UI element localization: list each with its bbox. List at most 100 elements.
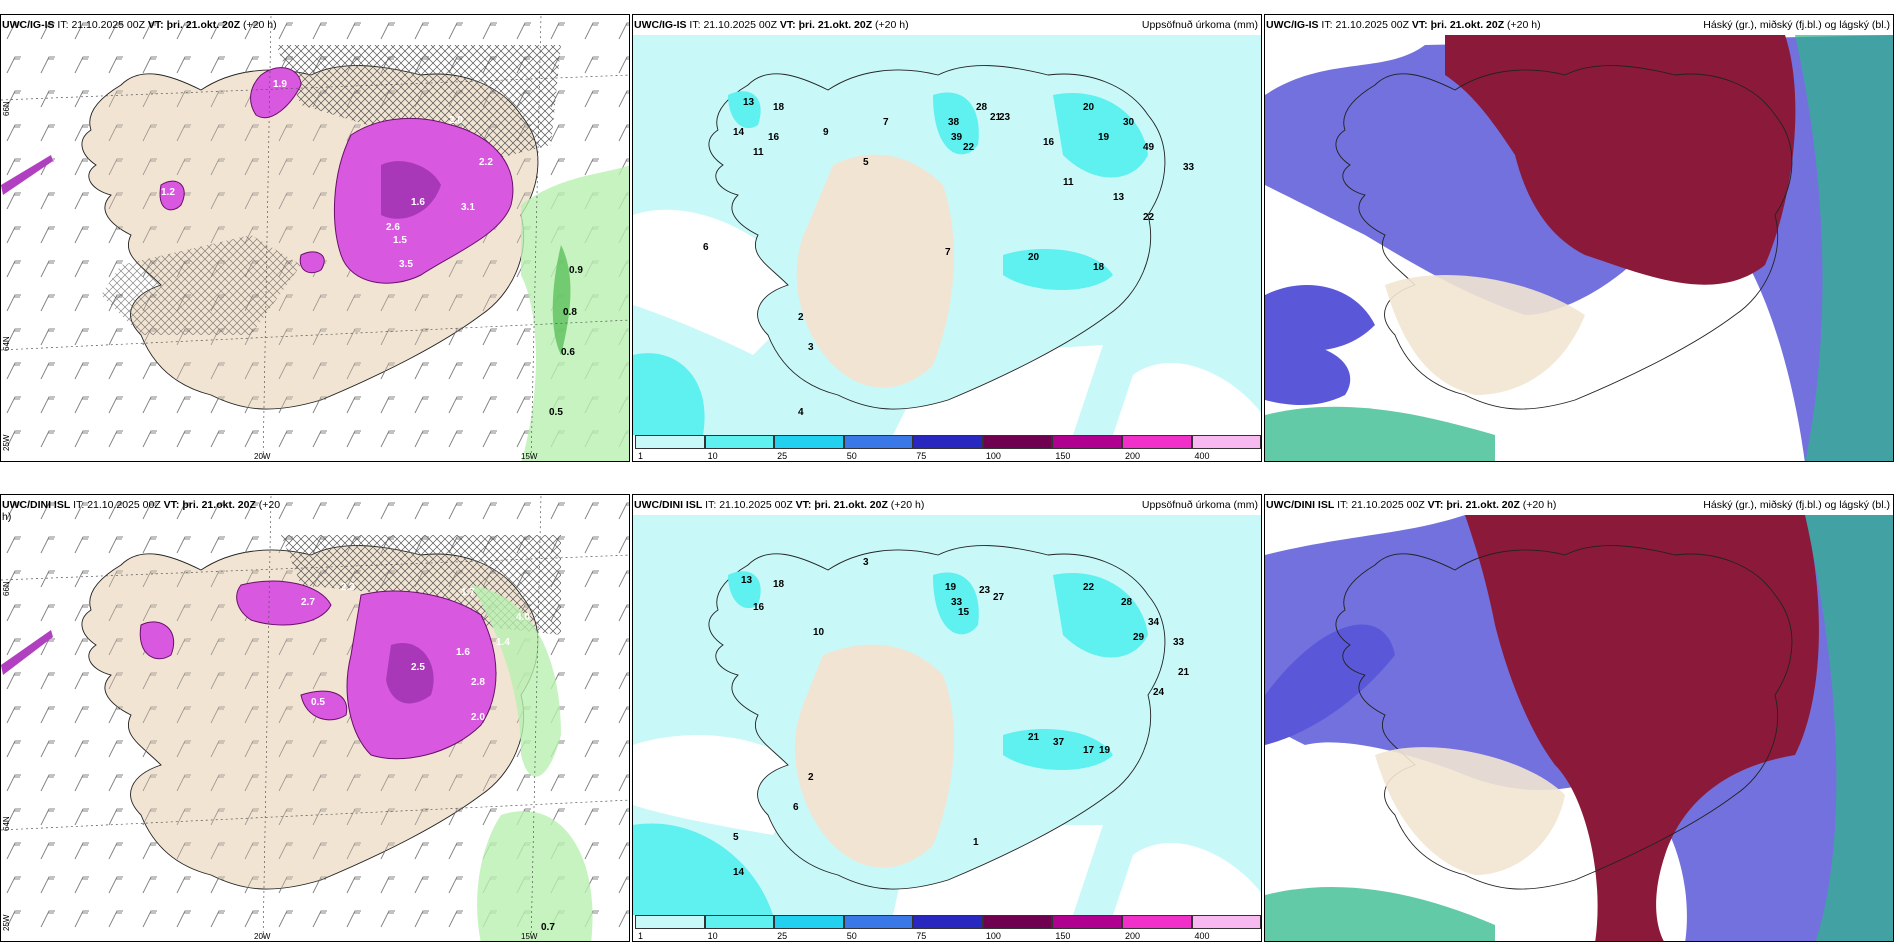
snow-label: 2.0: [449, 115, 463, 126]
snow-label: 0.9: [569, 265, 583, 276]
lon-label: 20W: [254, 932, 271, 941]
legend-swatch: 400: [1191, 915, 1261, 941]
snow-label: 1.2: [161, 187, 175, 198]
legend-swatch: 10: [704, 435, 775, 461]
iceland-coast: [1335, 65, 1793, 410]
precip-label: 16: [753, 602, 765, 613]
snow-label: 2.6: [386, 222, 400, 233]
precip-label: 6: [703, 242, 709, 253]
snow-label: 0.5: [311, 697, 325, 708]
precip-label: 29: [1133, 632, 1145, 643]
precip-label: 4: [798, 407, 804, 418]
precip-label: 22: [1143, 212, 1155, 223]
legend-swatch: 100: [982, 435, 1053, 461]
snow-label: 0.8: [563, 307, 577, 318]
legend-swatch: 25: [774, 915, 844, 941]
precip-map: 13 18 16 15 10 19 33 23 27 22 28 34 29 3…: [633, 515, 1261, 915]
dry-area: [796, 154, 954, 388]
precip-label: 21: [990, 112, 1002, 123]
snow-label: 0.5: [549, 407, 563, 418]
snow-label: 0.6: [561, 347, 575, 358]
legend-swatch: 1: [635, 915, 705, 941]
panel-title: UWC/DINI ISL IT: 21.10.2025 00Z VT: þri.…: [634, 499, 925, 511]
precip-label: 18: [773, 579, 785, 590]
snow-label: 1.5: [393, 235, 407, 246]
snow-label: 2.0: [471, 712, 485, 723]
precip-label: 23: [979, 585, 991, 596]
legend-swatch: 200: [1121, 915, 1192, 941]
precip-label: 3: [863, 557, 869, 568]
precip-label: 34: [1148, 617, 1160, 628]
precip-label: 17: [1083, 745, 1095, 756]
snow-label: 1.4: [496, 637, 510, 648]
panel-variable-title: Háský (gr.), miðský (fj.bl.) og lágský (…: [1703, 499, 1890, 511]
snow-label: 1.7: [461, 587, 475, 598]
precip-label: 14: [733, 127, 745, 138]
panel-variable-title: Uppsöfnuð úrkoma (mm): [1141, 499, 1258, 511]
precip-label: 49: [1143, 142, 1155, 153]
precip-label: 5: [733, 832, 739, 843]
precip-label: 3: [808, 342, 814, 353]
legend-swatch: 150: [1052, 435, 1122, 461]
lat-label: 64N: [2, 336, 11, 351]
snow-label: 4.0: [516, 612, 530, 623]
precip-label: 11: [1063, 177, 1074, 188]
precip-label: 30: [1123, 117, 1135, 128]
legend-swatch: 75: [913, 435, 983, 461]
precip-label: 16: [1043, 137, 1055, 148]
dry-area: [794, 644, 954, 868]
green-precip-area: [471, 585, 561, 777]
precip-label: 13: [1113, 192, 1125, 203]
snow-label: 3.5: [399, 259, 413, 270]
precip-label: 33: [951, 597, 963, 608]
precip-label: 22: [963, 142, 975, 153]
precip-label: 10: [813, 627, 825, 638]
legend-swatch: 25: [774, 435, 844, 461]
precip-label: 7: [883, 117, 889, 128]
legend-swatch: 200: [1121, 435, 1192, 461]
precip-label: 33: [1173, 637, 1185, 648]
legend-swatch: 150: [1052, 915, 1122, 941]
panel-variable-title: Háský (gr.), miðský (fj.bl.) og lágský (…: [1703, 19, 1890, 31]
panel-title: UWC/IG-IS IT: 21.10.2025 00Z VT: þri. 21…: [2, 19, 277, 31]
panel-clouds-dini: UWC/DINI ISL IT: 21.10.2025 00Z VT: þri.…: [1264, 494, 1894, 942]
panel-snow-igis: UWC/IG-IS IT: 21.10.2025 00Z VT: þri. 21…: [0, 14, 630, 462]
precip-label: 20: [1083, 102, 1095, 113]
lon-label: 15W: [521, 452, 538, 461]
legend-swatch: 100: [982, 915, 1053, 941]
panel-precip-igis: UWC/IG-IS IT: 21.10.2025 00Z VT: þri. 21…: [632, 14, 1262, 462]
legend-swatch: 75: [913, 915, 983, 941]
panel-title: UWC/IG-IS IT: 21.10.2025 00Z VT: þri. 21…: [634, 19, 909, 31]
precip-label: 20: [1028, 252, 1040, 263]
lon-label: 25W: [2, 434, 11, 451]
precip-label: 13: [741, 575, 753, 586]
precip-label: 24: [1153, 687, 1165, 698]
panel-title: UWC/DINI ISL IT: 21.10.2025 00Z VT: þri.…: [2, 499, 281, 523]
lon-label: 15W: [521, 932, 538, 941]
precip-label: 6: [793, 802, 799, 813]
precip-label: 21: [1028, 732, 1040, 743]
precip-label: 19: [1098, 132, 1110, 143]
precip-label: 2: [798, 312, 804, 323]
snow-label: 2.2: [479, 157, 493, 168]
legend-swatch: 10: [704, 915, 775, 941]
lat-label: 64N: [2, 816, 11, 831]
legend-swatch: 50: [843, 915, 914, 941]
precip-label: 19: [945, 582, 957, 593]
green-precip-area: [521, 165, 629, 461]
precip-label: 19: [1099, 745, 1111, 756]
precip-label: 23: [999, 112, 1011, 123]
precip-label: 22: [1083, 582, 1095, 593]
snow-map: 1.9 2.0 2.2 1.6 2.6 1.5 3.5 3.1 1.2 0.5 …: [1, 15, 629, 461]
precip-label: 9: [823, 127, 829, 138]
lat-label: 66N: [2, 581, 11, 596]
precip-label: 28: [1121, 597, 1133, 608]
snow-map: 1.7 2.7 2.3 1.6 2.5 2.8 2.0 0.5 0.7 1.4 …: [1, 495, 629, 941]
snow-label: 2.8: [471, 677, 485, 688]
panel-snow-dini: UWC/DINI ISL IT: 21.10.2025 00Z VT: þri.…: [0, 494, 630, 942]
cloud-map: [1265, 35, 1893, 461]
panel-clouds-igis: UWC/IG-IS IT: 21.10.2025 00Z VT: þri. 21…: [1264, 14, 1894, 462]
lon-label: 20W: [254, 452, 271, 461]
legend-swatch: 1: [635, 435, 705, 461]
snow-label: 1.6: [456, 647, 470, 658]
